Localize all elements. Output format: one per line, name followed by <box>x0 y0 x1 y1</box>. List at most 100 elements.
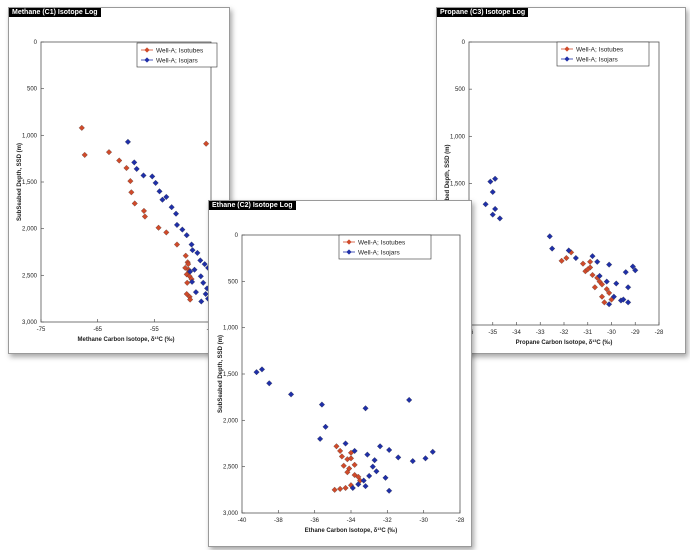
methane-ytick-label: 1,000 <box>22 133 38 139</box>
propane-point-isotubes <box>558 257 565 264</box>
ethane-chart-panel: Ethane (C2) Isotope Log 0 500 1,000 1,500 2,… <box>208 200 472 547</box>
propane-point-isojars <box>613 280 620 287</box>
propane-point-isojars <box>625 284 632 291</box>
methane-ytick-label: 2,500 <box>22 273 38 279</box>
ethane-ytick-label: 1,500 <box>223 372 239 378</box>
ethane-ytick-label: 1,000 <box>223 326 239 332</box>
propane-point-isotubes <box>601 299 608 306</box>
propane-point-isojars <box>632 267 639 274</box>
ethane-chart-title: Ethane (C2) Isotope Log <box>209 201 296 210</box>
methane-point-isojars <box>194 249 201 256</box>
propane-point-isojars <box>492 175 499 182</box>
methane-ytick-label: 0 <box>34 40 38 46</box>
ethane-xtick-label: -38 <box>274 518 283 524</box>
propane-legend-label: Well-A; Isojars <box>576 56 619 63</box>
methane-ytick-label: 2,000 <box>22 227 38 233</box>
propane-xtick-label: -31 <box>583 330 592 336</box>
ethane-point-isojars <box>373 468 380 475</box>
methane-point-isojars <box>159 196 166 203</box>
propane-point-isojars <box>546 233 553 240</box>
methane-point-isojars <box>202 290 209 298</box>
methane-plot-frame <box>40 41 212 323</box>
ethane-point-isojars <box>369 463 376 470</box>
propane-legend-label: Well-A; Isotubes <box>576 46 624 53</box>
ethane-xtick-label: -36 <box>310 518 319 524</box>
propane-point-isojars <box>496 215 503 222</box>
ethane-point-isotubes <box>347 455 355 462</box>
propane-point-isojars <box>629 263 636 270</box>
methane-point-isojars <box>197 257 204 264</box>
methane-point-isojars <box>192 289 199 296</box>
ethane-point-isojars <box>395 454 402 461</box>
methane-point-isojars <box>183 232 190 239</box>
propane-point-isojars <box>572 255 579 262</box>
ethane-point-isojars <box>362 483 369 490</box>
methane-ytick-label: 500 <box>27 87 38 93</box>
ethane-point-isojars <box>366 472 373 479</box>
methane-point-isotubes <box>127 178 134 185</box>
ethane-point-isojars <box>349 484 356 491</box>
ethane-point-isojars <box>364 451 371 458</box>
ethane-point-isotubes <box>340 462 347 469</box>
propane-point-isojars <box>596 272 603 279</box>
ethane-chart: 0 500 1,000 1,500 2,000 2,500 3,000-40 -38 -36 -3… <box>218 233 465 534</box>
methane-point-isotubes <box>78 124 85 131</box>
propane-point-isojars <box>610 293 617 300</box>
propane-point-isotubes <box>563 255 570 262</box>
methane-legend-marker <box>144 57 150 63</box>
methane-point-isotubes <box>185 261 192 268</box>
propane-chart-panel: Propane (C3) Isotope Log 05001,0001,5002… <box>436 7 686 354</box>
propane-point-isojars <box>625 299 632 306</box>
ethane-point-isotubes <box>333 443 340 450</box>
propane-point-isojars <box>489 188 496 196</box>
methane-point-isotubes <box>105 149 113 156</box>
propane-ytick-label: 1,500 <box>450 182 466 188</box>
methane-point-isotubes <box>141 213 148 220</box>
ethane-point-isotubes <box>337 485 344 492</box>
methane-point-isojars <box>131 159 138 166</box>
methane-xtick-label: -75 <box>37 327 46 333</box>
propane-point-isojars <box>594 258 601 265</box>
propane-point-isotubes <box>598 293 606 300</box>
methane-legend-label: Well-A; Isojars <box>156 57 199 64</box>
ethane-plot-frame <box>241 234 461 514</box>
methane-point-isojars <box>163 193 170 200</box>
ethane-legend-marker <box>346 249 352 255</box>
methane-legend <box>136 42 218 68</box>
propane-point-isojars <box>589 253 596 260</box>
propane-point-isojars <box>487 178 494 185</box>
ethane-point-isotubes <box>338 453 345 460</box>
ethane-point-isotubes <box>344 469 351 476</box>
methane-point-isojars <box>156 188 163 195</box>
methane-point-isojars <box>149 173 156 180</box>
methane-point-isotubes <box>123 164 130 172</box>
ethane-point-isojars <box>371 457 378 464</box>
ethane-point-isojars <box>377 443 384 450</box>
ethane-point-isojars <box>406 396 413 403</box>
propane-plot-frame <box>468 41 660 326</box>
ethane-point-isotubes <box>342 484 349 491</box>
ethane-legend-marker <box>346 239 352 245</box>
methane-legend-label: Well-A; Isotubes <box>156 47 204 54</box>
methane-point-isotubes <box>81 151 88 158</box>
ethane-point-isojars <box>386 487 393 494</box>
propane-point-isojars <box>492 205 499 212</box>
propane-point-isotubes <box>606 289 613 296</box>
ethane-point-isojars <box>288 391 295 398</box>
propane-chart: 05001,0001,5002,0002,5003,000-36-35-34-3… <box>445 40 664 346</box>
ethane-point-isojars <box>253 369 260 376</box>
ethane-point-isojars <box>322 423 329 430</box>
ethane-ytick-label: 2,000 <box>223 418 239 424</box>
propane-point-isojars <box>482 201 489 208</box>
propane-point-isojars <box>565 247 572 254</box>
ethane-ytick-label: 0 <box>235 233 239 239</box>
methane-chart-title: Methane (C1) Isotope Log <box>9 8 101 17</box>
ethane-point-isojars <box>409 458 416 465</box>
ethane-point-isotubes <box>337 447 344 454</box>
methane-legend-marker <box>144 47 150 53</box>
propane-point-isotubes <box>587 258 594 265</box>
methane-point-isojars <box>187 268 194 275</box>
methane-point-isotubes <box>203 140 210 147</box>
propane-legend <box>556 41 650 67</box>
ethane-point-isojars <box>360 477 367 484</box>
